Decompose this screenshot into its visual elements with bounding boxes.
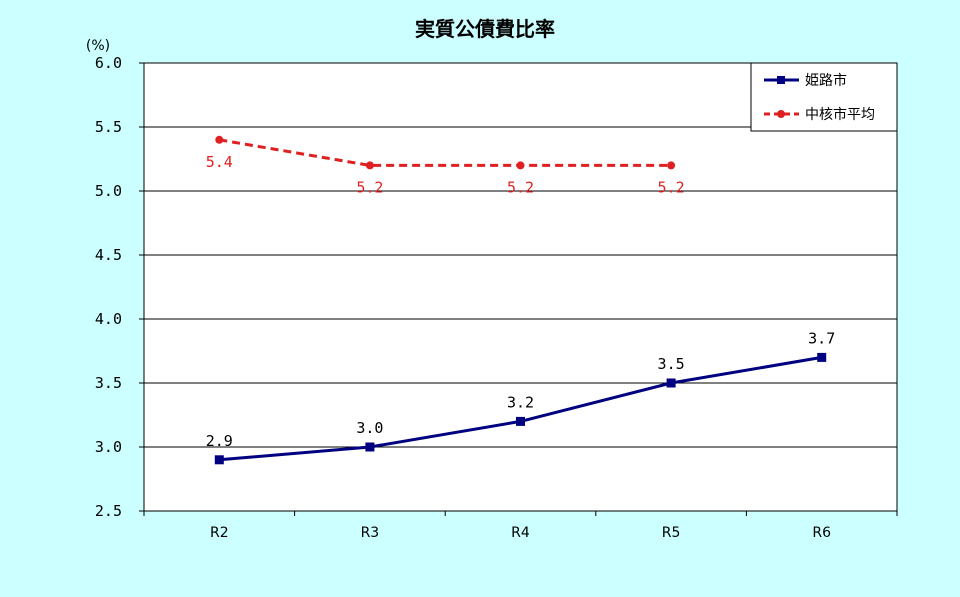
- data-point: [516, 416, 525, 426]
- y-tick-label: 4.0: [95, 310, 122, 328]
- data-label: 3.7: [808, 329, 835, 347]
- data-label: 2.9: [206, 432, 233, 450]
- legend-marker: [777, 110, 785, 118]
- plot-area: [143, 62, 898, 512]
- legend-box: [750, 62, 898, 132]
- y-tick-label: 6.0: [95, 54, 122, 72]
- data-point: [667, 161, 676, 170]
- y-axis-unit: (%): [86, 38, 110, 54]
- x-tick-label: R5: [662, 525, 681, 541]
- x-tick-label: R2: [210, 525, 229, 541]
- data-point: [214, 455, 224, 465]
- legend-marker: [777, 76, 785, 84]
- y-tick-label: 5.5: [95, 118, 122, 136]
- y-tick-label: 3.5: [95, 374, 122, 392]
- y-tick-label: 3.0: [95, 438, 122, 456]
- data-label: 3.0: [356, 419, 383, 437]
- data-label: 3.2: [507, 393, 534, 411]
- data-point: [365, 161, 374, 170]
- data-label: 3.5: [658, 355, 685, 373]
- series-line-2: [219, 138, 672, 167]
- y-tick-label: 2.5: [95, 502, 122, 520]
- data-point: [516, 161, 525, 170]
- x-tick-label: R4: [511, 525, 530, 541]
- data-label: 5.2: [356, 178, 383, 196]
- y-tick-label: 5.0: [95, 182, 122, 200]
- legend-label: 姫路市: [805, 72, 847, 89]
- chart-title: 実質公債費比率: [415, 17, 555, 41]
- data-label: 5.2: [658, 178, 685, 196]
- data-label: 5.2: [507, 178, 534, 196]
- y-tick-label: 4.5: [95, 246, 122, 264]
- data-point: [666, 378, 676, 388]
- series-layer: 2.9 3.0 3.2 3.5 3.7 5.4 5.2 5.2 5.2: [206, 135, 835, 465]
- data-point: [365, 442, 375, 452]
- data-label: 5.4: [206, 153, 233, 171]
- data-point: [817, 352, 827, 362]
- x-tick-label: R3: [361, 525, 380, 541]
- data-point: [215, 135, 224, 144]
- legend-label: 中核市平均: [805, 106, 875, 123]
- x-tick-label: R6: [812, 525, 831, 541]
- axes: 2.5 3.0 3.5 4.0 4.5 5.0 5.5 6.0 R2 R3 R4 R5 R6: [95, 54, 898, 541]
